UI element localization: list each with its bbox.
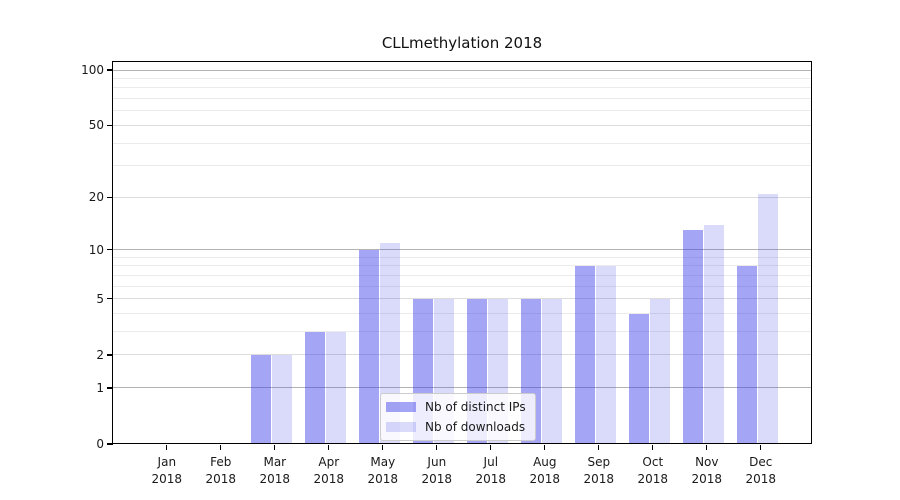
gridline <box>113 285 811 287</box>
legend-label-downloads: Nb of downloads <box>425 420 526 434</box>
plot-area <box>113 62 811 444</box>
y-tick-label: 1 <box>96 380 104 395</box>
x-tick-mark <box>652 444 654 450</box>
gridline <box>113 196 811 198</box>
x-tick-label: Apr 2018 <box>313 455 345 486</box>
gridline <box>113 69 811 71</box>
x-tick-mark <box>598 444 600 450</box>
gridlines-layer <box>113 62 811 444</box>
gridline <box>113 387 811 389</box>
y-tick-label: 2 <box>96 347 104 362</box>
gridline <box>113 124 811 126</box>
y-tick-mark <box>107 387 113 389</box>
y-tick-mark <box>107 69 113 71</box>
gridline <box>113 98 811 100</box>
y-tick-mark <box>107 443 113 445</box>
legend: Nb of distinct IPs Nb of downloads <box>380 393 536 441</box>
bar <box>629 313 650 444</box>
x-tick-mark <box>706 444 708 450</box>
x-tick-label: Sep 2018 <box>583 455 615 486</box>
gridline <box>113 256 811 258</box>
y-tick-mark <box>107 298 113 300</box>
chart-title: CLLmethylation 2018 <box>381 34 543 52</box>
legend-label-distinct-ips: Nb of distinct IPs <box>425 400 526 414</box>
x-tick-label: Dec 2018 <box>745 455 777 486</box>
x-tick-mark <box>544 444 546 450</box>
legend-item-downloads: Nb of downloads <box>386 417 526 437</box>
bar <box>542 298 563 444</box>
x-tick-label: Aug 2018 <box>529 455 561 486</box>
x-tick-label: Feb 2018 <box>205 455 237 486</box>
gridline <box>113 274 811 276</box>
gridline <box>113 354 811 356</box>
legend-swatch-distinct-ips <box>386 401 416 413</box>
gridline <box>113 265 811 267</box>
bar <box>272 354 293 444</box>
bar <box>650 298 671 444</box>
x-tick-mark <box>382 444 384 450</box>
y-tick-label: 10 <box>88 242 104 257</box>
y-tick-mark <box>107 354 113 356</box>
gridline <box>113 110 811 112</box>
bar <box>683 230 704 444</box>
bar <box>575 265 596 444</box>
x-tick-label: Jun 2018 <box>421 455 453 486</box>
legend-swatch-downloads <box>386 421 416 433</box>
gridline <box>113 165 811 167</box>
y-tick-label: 50 <box>88 118 104 133</box>
bar <box>326 331 347 444</box>
y-tick-label: 20 <box>88 190 104 205</box>
bars-layer <box>113 62 811 444</box>
y-tick-mark <box>107 196 113 198</box>
x-tick-mark <box>760 444 762 450</box>
x-tick-label: Nov 2018 <box>691 455 723 486</box>
y-tick-label: 100 <box>81 63 104 77</box>
x-tick-label: Mar 2018 <box>259 455 291 486</box>
gridline <box>113 77 811 79</box>
y-tick-label: 5 <box>96 291 104 306</box>
bar <box>704 224 725 444</box>
gridline <box>113 298 811 300</box>
x-tick-label: Oct 2018 <box>637 455 669 486</box>
gridline <box>113 313 811 315</box>
x-tick-mark <box>220 444 222 450</box>
bar <box>305 331 326 444</box>
x-tick-mark <box>166 444 168 450</box>
bar <box>359 249 380 444</box>
y-tick-mark <box>107 124 113 127</box>
x-tick-mark <box>436 444 438 450</box>
y-tick-label: 0 <box>96 437 104 451</box>
x-tick-mark <box>490 444 492 450</box>
x-tick-mark <box>328 444 330 450</box>
gridline <box>113 87 811 89</box>
bar <box>758 193 779 444</box>
legend-item-distinct-ips: Nb of distinct IPs <box>386 397 526 417</box>
gridline <box>113 331 811 333</box>
x-tick-label: Jan 2018 <box>151 455 183 486</box>
x-tick-label: May 2018 <box>367 455 399 486</box>
bar <box>251 354 272 444</box>
x-tick-label: Jul 2018 <box>475 455 507 486</box>
bar <box>737 265 758 444</box>
y-tick-mark <box>107 248 113 251</box>
gridline <box>113 249 811 251</box>
gridline <box>113 142 811 144</box>
bar <box>596 265 617 444</box>
x-tick-mark <box>274 444 276 450</box>
